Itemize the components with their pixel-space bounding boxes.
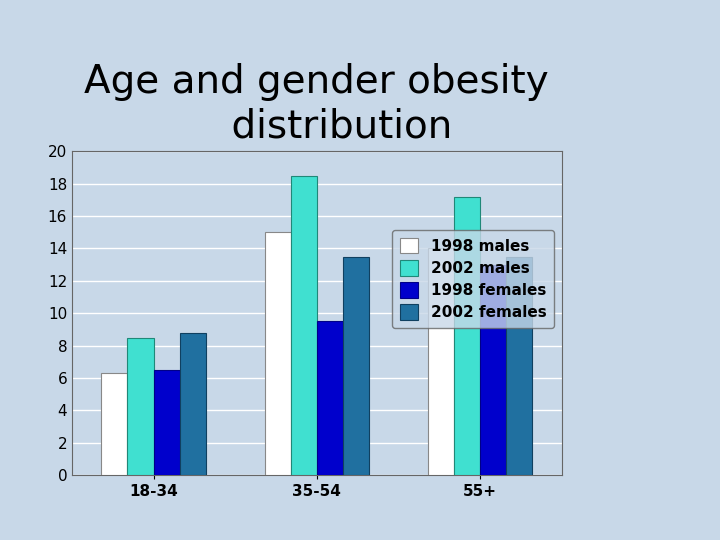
Bar <box>102 373 127 475</box>
Bar <box>264 232 291 475</box>
Title: Age and gender obesity
    distribution: Age and gender obesity distribution <box>84 63 549 145</box>
Bar <box>343 256 369 475</box>
Legend: 1998 males, 2002 males, 1998 females, 2002 females: 1998 males, 2002 males, 1998 females, 20… <box>392 230 554 328</box>
Bar <box>180 333 206 475</box>
Bar <box>127 338 153 475</box>
Bar <box>291 176 317 475</box>
Bar <box>480 265 506 475</box>
Bar <box>454 197 480 475</box>
Bar <box>428 248 454 475</box>
Bar <box>317 321 343 475</box>
Bar <box>506 256 532 475</box>
Bar <box>153 370 180 475</box>
